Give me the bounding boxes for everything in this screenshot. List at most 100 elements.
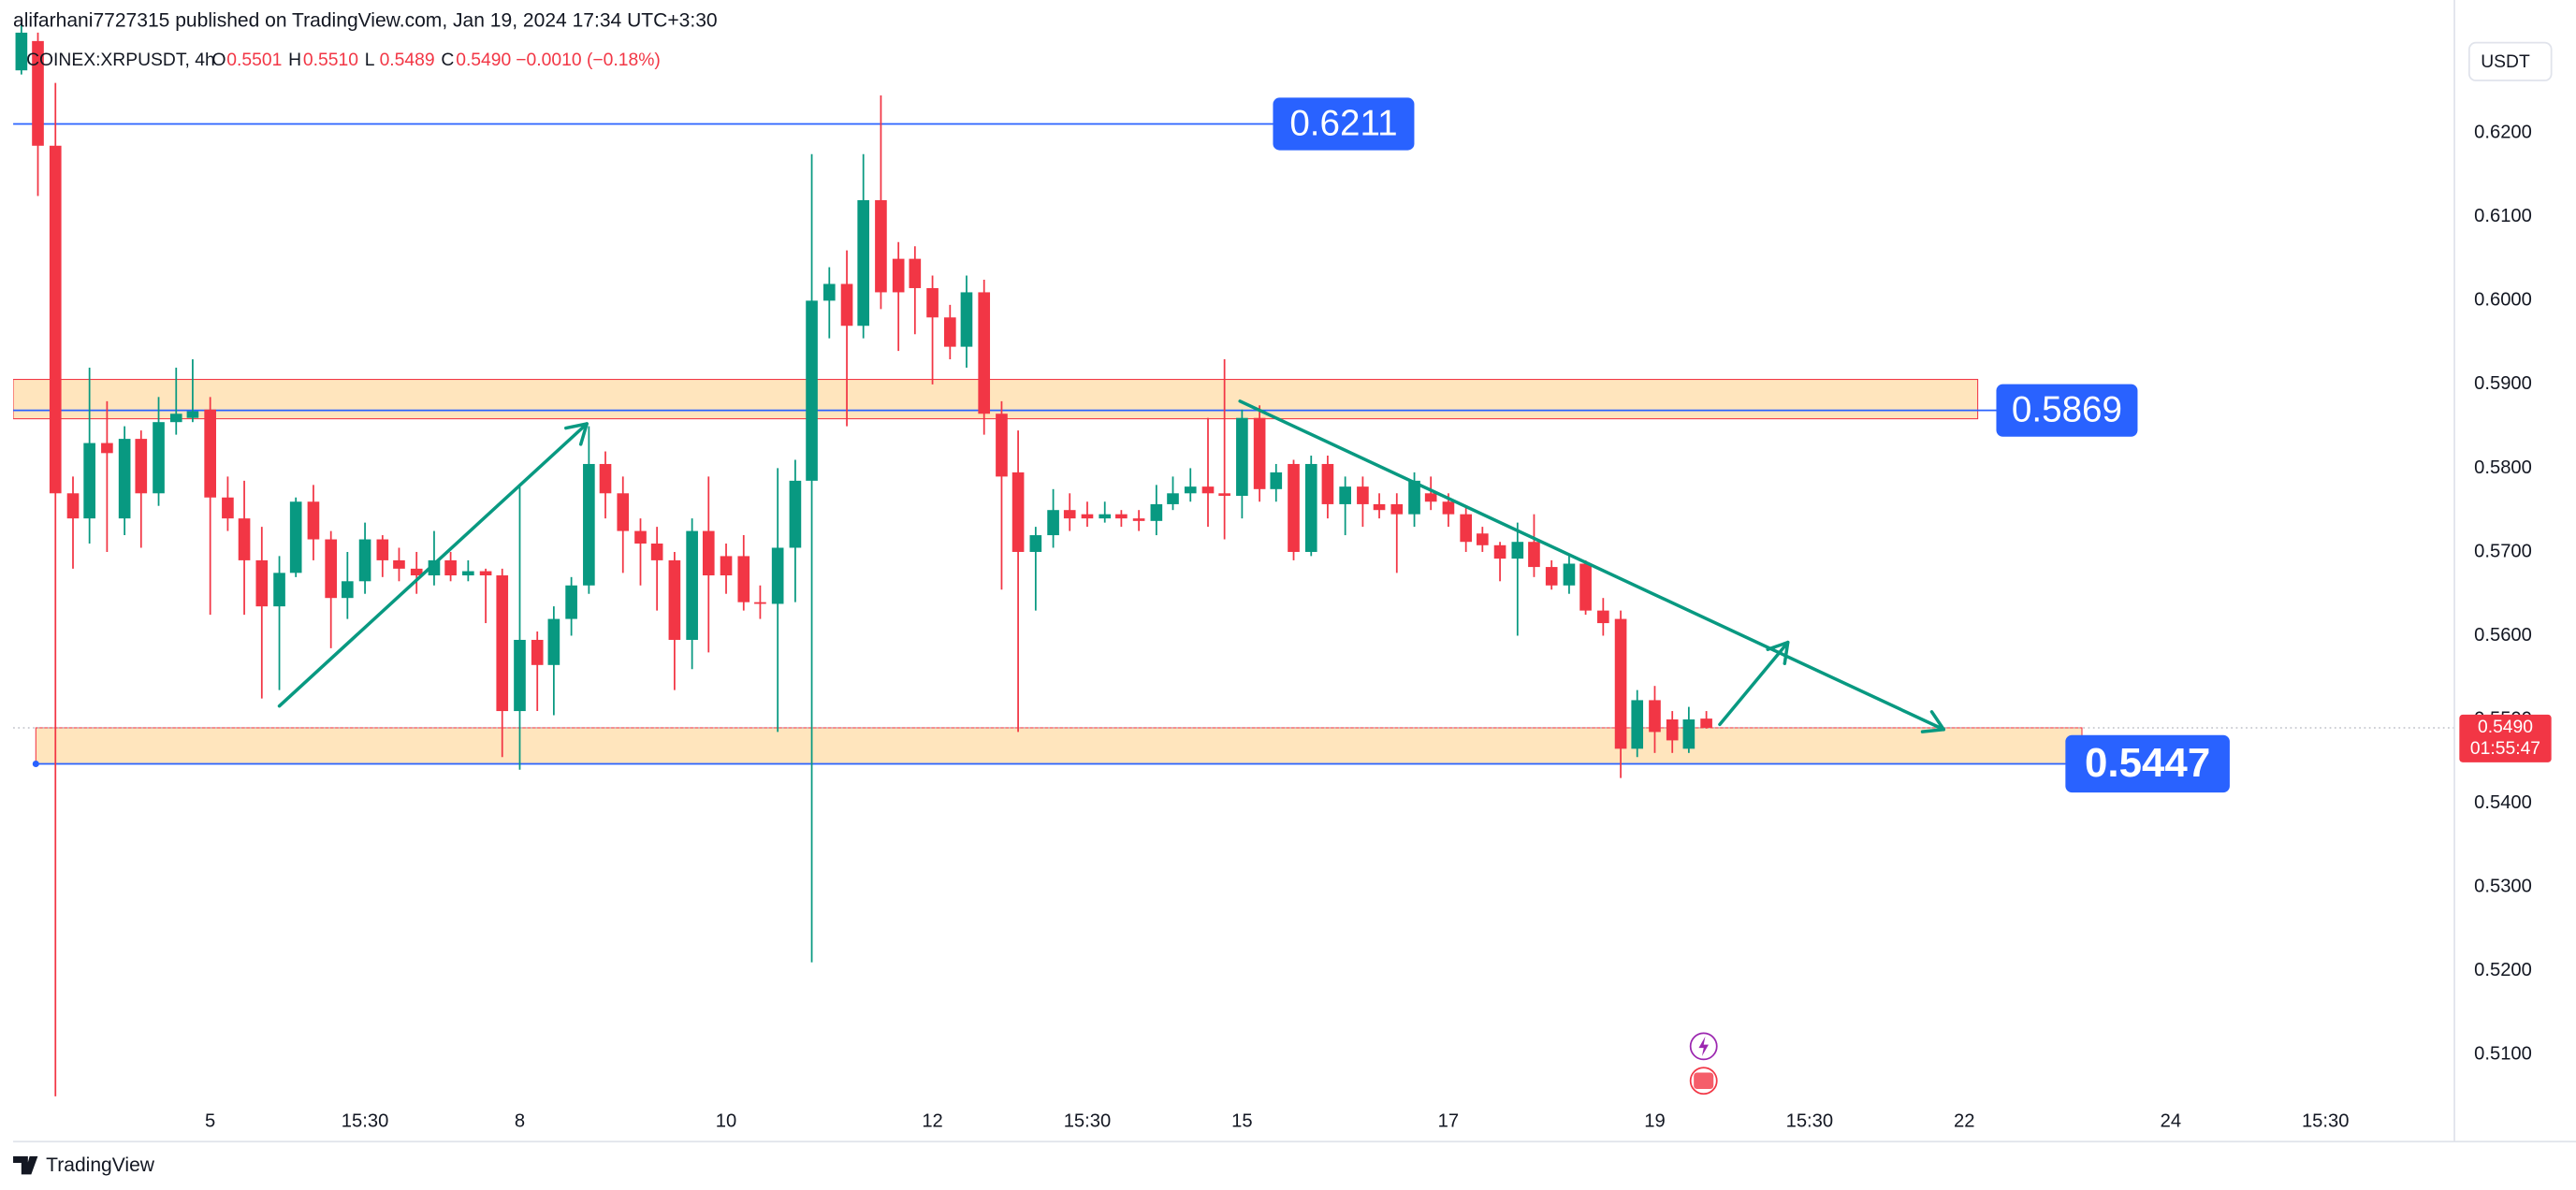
candle-body (428, 559, 441, 576)
candle-body (410, 568, 423, 576)
candle-body (32, 40, 44, 146)
candle-body (789, 480, 802, 548)
candle-body (1424, 493, 1437, 502)
candle-body (1597, 610, 1609, 624)
candle-body (599, 463, 612, 494)
candle-body (1373, 503, 1386, 511)
candle-body (393, 559, 405, 569)
candle-body (289, 501, 302, 573)
candle-body (307, 501, 320, 540)
candle-body (1493, 544, 1506, 559)
currency[interactable]: USDT (2481, 52, 2530, 72)
level-label-box (1996, 384, 2138, 437)
arrow-head (564, 422, 589, 446)
ohlc-value: 0.5510 (303, 51, 358, 70)
ohlc-label: C (441, 51, 454, 70)
candle-body (342, 581, 354, 599)
candle-body (204, 409, 216, 498)
candle-body (650, 544, 663, 560)
candle-body (1253, 417, 1266, 489)
x-tick-label: 5 (205, 1110, 215, 1131)
candle-body (840, 283, 853, 327)
x-tick-label: 10 (716, 1110, 736, 1131)
candle-body (1390, 503, 1404, 515)
candle-body (1150, 503, 1163, 521)
candle-body (822, 283, 836, 301)
x-tick-label: 15:30 (1064, 1110, 1112, 1131)
candle-body (702, 530, 715, 576)
candle-body (996, 414, 1008, 477)
candle-body (547, 618, 560, 665)
candle-body (926, 287, 939, 318)
candle-body (135, 439, 148, 494)
candle-body (169, 414, 182, 423)
candle-body (978, 292, 991, 414)
candle-body (1631, 700, 1644, 749)
trend-arrow (1718, 640, 1790, 727)
trend-arrow (277, 422, 589, 708)
candle-body (66, 493, 80, 519)
y-tick-label: 0.5400 (2474, 792, 2532, 813)
candle-body (617, 493, 630, 531)
candle-body (1339, 486, 1351, 504)
y-tick-label: 0.5200 (2474, 960, 2532, 980)
candle-body (1476, 533, 1489, 545)
y-tick-label: 0.5100 (2474, 1043, 2532, 1064)
y-tick-label: 0.6100 (2474, 206, 2532, 226)
currency-button[interactable] (2467, 41, 2553, 81)
candle-body (1357, 486, 1369, 504)
candle-body (222, 497, 234, 519)
last-price-label: 0.5490 (2478, 718, 2533, 737)
candle-body (771, 547, 784, 604)
y-tick-label: 0.6000 (2474, 290, 2532, 311)
candle-body (857, 199, 870, 327)
candle-body (720, 556, 733, 576)
footer: TradingView (46, 1154, 155, 1176)
x-tick-label: 22 (1954, 1110, 1974, 1131)
candle-body (273, 573, 285, 607)
ohlc-label: L (365, 51, 375, 70)
candle-body (1545, 567, 1558, 586)
candle-body (806, 300, 818, 481)
candle-body (909, 258, 922, 288)
x-tick-label: 15 (1231, 1110, 1252, 1131)
plot-area (13, 23, 2455, 1096)
last-price-box (2459, 714, 2552, 762)
arrow-head (1920, 710, 1945, 733)
level-label: 0.5869 (2012, 390, 2122, 430)
logo (13, 1156, 38, 1175)
x-tick-label: 15:30 (342, 1110, 389, 1131)
candle-body (15, 32, 28, 71)
candle-body (325, 539, 338, 599)
level-anchor (32, 760, 39, 767)
candle-body (1236, 417, 1248, 496)
candle-body (1442, 501, 1455, 515)
candle-body (358, 539, 371, 582)
candle-body (1700, 718, 1712, 728)
candle-body (49, 145, 62, 494)
x-tick-label: 15:30 (2302, 1110, 2350, 1131)
economic-event-glyph (1694, 1072, 1714, 1090)
candle-body (634, 530, 647, 544)
arrow-head (1766, 640, 1790, 665)
candle-body (1579, 563, 1592, 611)
y-tick-label: 0.6200 (2474, 123, 2532, 143)
ohlc-legend: O 0.5501 H 0.5510 L 0.5489 C 0.5490 −0.0010 (−0.… (211, 51, 660, 70)
candle-body (875, 199, 887, 293)
candle-body (943, 317, 956, 347)
candle-body (514, 639, 526, 712)
y-tick-label: 0.5900 (2474, 373, 2532, 394)
candle-body (1666, 719, 1679, 741)
candle-body (1218, 493, 1230, 496)
candle-body (462, 571, 474, 576)
chart-title: alifarhani7727315 published on TradingVi… (13, 9, 718, 31)
candle-body (1029, 535, 1042, 552)
candle-body (153, 422, 165, 494)
candle-body (737, 556, 750, 602)
x-tick-label: 12 (922, 1110, 942, 1131)
event-icon-glyph (1698, 1036, 1709, 1056)
candle-body (1304, 463, 1317, 552)
